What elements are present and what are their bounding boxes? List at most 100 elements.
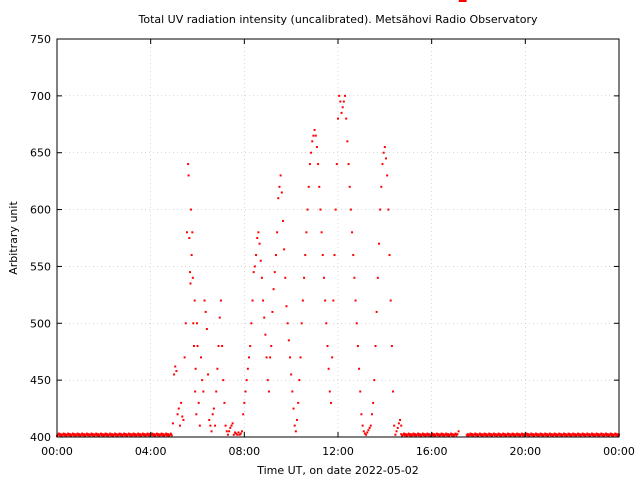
data-point xyxy=(390,345,393,348)
data-point xyxy=(413,434,416,437)
data-point xyxy=(347,163,350,166)
data-point xyxy=(516,432,519,435)
data-point xyxy=(521,434,524,437)
data-point xyxy=(375,310,378,313)
data-point xyxy=(337,117,339,120)
data-point xyxy=(208,418,211,421)
data-point xyxy=(71,432,74,435)
data-point xyxy=(300,322,303,325)
data-point xyxy=(223,401,226,404)
data-point xyxy=(565,434,568,437)
data-point xyxy=(444,433,447,436)
data-point xyxy=(523,434,526,437)
data-point xyxy=(583,433,586,436)
data-point xyxy=(136,433,139,436)
data-point xyxy=(236,433,239,436)
data-point xyxy=(478,432,481,435)
data-point xyxy=(270,345,273,348)
data-point xyxy=(396,426,399,429)
data-point xyxy=(473,433,476,436)
data-point xyxy=(63,434,66,437)
data-point xyxy=(367,429,370,432)
data-point xyxy=(564,433,567,436)
data-point xyxy=(507,434,510,437)
data-point xyxy=(163,434,166,437)
data-point xyxy=(605,434,608,437)
data-point xyxy=(400,424,403,427)
data-point xyxy=(263,316,266,319)
x-tick-label: 16:00 xyxy=(416,445,448,458)
data-point xyxy=(530,432,533,435)
data-point xyxy=(102,434,105,437)
data-point xyxy=(433,433,436,436)
data-point xyxy=(122,433,125,436)
data-point xyxy=(436,434,439,437)
data-point xyxy=(519,434,522,437)
data-point xyxy=(232,433,235,436)
data-point xyxy=(221,345,224,348)
data-point xyxy=(379,208,382,211)
data-point xyxy=(189,271,192,274)
data-point xyxy=(197,401,200,404)
data-point xyxy=(467,434,470,437)
data-point xyxy=(405,434,408,437)
data-point xyxy=(528,434,531,437)
data-point xyxy=(514,434,517,437)
data-point xyxy=(568,434,571,437)
data-point xyxy=(579,434,582,437)
data-point xyxy=(73,433,76,436)
data-points xyxy=(56,0,620,437)
x-tick-label: 12:00 xyxy=(322,445,354,458)
data-point xyxy=(99,432,102,435)
data-point xyxy=(224,424,227,427)
data-point xyxy=(191,276,194,279)
data-point xyxy=(500,434,503,437)
data-point xyxy=(325,322,328,325)
data-point xyxy=(492,432,495,435)
data-point xyxy=(290,373,293,376)
data-point xyxy=(286,322,289,325)
data-point xyxy=(130,434,133,437)
data-point xyxy=(369,424,372,427)
data-point xyxy=(614,432,617,435)
x-tick-label: 04:00 xyxy=(135,445,167,458)
data-point xyxy=(578,433,581,436)
data-point xyxy=(278,185,281,188)
data-point xyxy=(544,432,547,435)
data-point xyxy=(297,401,300,404)
data-point xyxy=(540,434,543,437)
data-point xyxy=(312,134,315,137)
data-point xyxy=(306,208,309,211)
data-point xyxy=(272,288,275,291)
data-point xyxy=(146,432,149,435)
data-point xyxy=(116,434,119,437)
data-point xyxy=(164,433,167,436)
data-point xyxy=(482,433,485,436)
data-point xyxy=(192,322,195,325)
data-point xyxy=(608,433,611,436)
data-point xyxy=(168,433,171,436)
data-point xyxy=(69,434,72,437)
data-point xyxy=(123,432,126,435)
data-point xyxy=(134,433,137,436)
data-point xyxy=(410,434,413,437)
data-point xyxy=(319,208,322,211)
data-point xyxy=(349,208,352,211)
data-point xyxy=(341,106,344,109)
data-point xyxy=(315,146,318,149)
data-point xyxy=(201,379,204,382)
data-point xyxy=(173,373,176,376)
data-point xyxy=(489,434,492,437)
data-point xyxy=(204,310,207,313)
data-point xyxy=(573,434,576,437)
data-point xyxy=(397,422,400,425)
data-point xyxy=(334,208,337,211)
data-point xyxy=(70,433,73,436)
data-point xyxy=(61,433,64,436)
data-point xyxy=(418,434,421,437)
data-point xyxy=(481,434,484,437)
data-point xyxy=(541,433,544,436)
data-point xyxy=(257,231,260,234)
data-point xyxy=(75,433,78,436)
axis-ticks xyxy=(56,38,620,438)
